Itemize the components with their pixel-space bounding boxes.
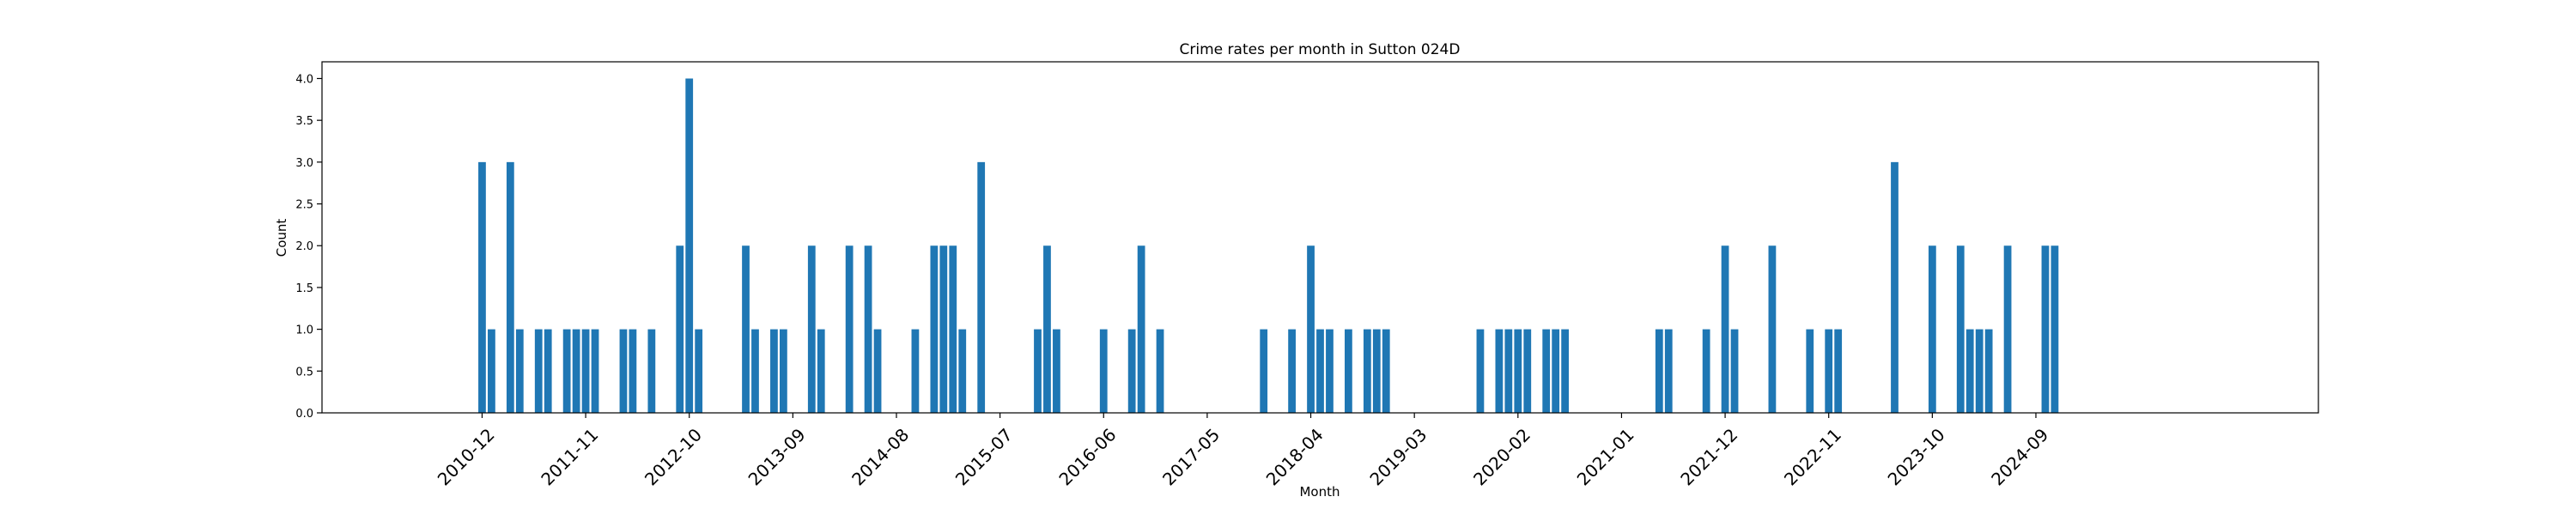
bar [742, 245, 750, 413]
bars-group [478, 78, 2059, 414]
bar [1956, 245, 1965, 413]
bar [572, 329, 580, 413]
y-axis-label: Count [274, 219, 289, 258]
bar [939, 245, 948, 413]
bar [591, 329, 599, 413]
bar [581, 329, 590, 413]
bar [1523, 329, 1532, 413]
bar [1891, 161, 1899, 414]
y-tick-label: 3.5 [295, 115, 313, 128]
bar [647, 329, 656, 413]
bar [770, 329, 778, 413]
bar [1542, 329, 1551, 413]
y-tick-label: 1.5 [295, 282, 313, 295]
bar [1514, 329, 1522, 413]
bar [977, 161, 986, 414]
bar [911, 329, 920, 413]
bar [1307, 245, 1315, 413]
bar [1834, 329, 1843, 413]
bar [1127, 329, 1136, 413]
bar [807, 245, 816, 413]
bar [534, 329, 543, 413]
bar [1702, 329, 1710, 413]
bar [1928, 245, 1936, 413]
bar [1372, 329, 1381, 413]
y-tick-label: 1.0 [295, 324, 313, 337]
bar [1099, 329, 1108, 413]
bar [864, 245, 872, 413]
bar [1806, 329, 1814, 413]
bar [1326, 329, 1334, 413]
bar [1655, 329, 1663, 413]
y-axis: 0.0 0.5 1.0 1.5 2.0 2.5 3.0 3.5 4.0 [295, 73, 322, 421]
bar [1664, 329, 1673, 413]
bar [685, 78, 694, 413]
bar [515, 329, 524, 413]
bar [544, 329, 552, 413]
bar [1825, 329, 1833, 413]
y-tick-label: 4.0 [295, 73, 313, 86]
bar [1975, 329, 1984, 413]
bar [619, 329, 628, 413]
y-tick-label: 3.0 [295, 157, 313, 170]
bar [1561, 329, 1570, 413]
bar [1768, 245, 1777, 413]
y-tick-label: 2.5 [295, 199, 313, 212]
plot-frame [321, 61, 2319, 414]
x-axis-label: Month [1299, 484, 1340, 500]
bar [506, 161, 514, 414]
bar [2003, 245, 2012, 413]
bar [1156, 329, 1164, 413]
bar [1288, 329, 1296, 413]
y-tick-label: 0.0 [295, 408, 313, 421]
bar [780, 329, 787, 413]
bar [873, 329, 882, 413]
bar [562, 329, 571, 413]
bar [930, 245, 939, 413]
bar [1382, 329, 1390, 413]
bar [1552, 329, 1560, 413]
bar [1965, 329, 1974, 413]
bar [1504, 329, 1513, 413]
bar [751, 329, 759, 413]
bar [676, 245, 684, 413]
y-tick-label: 0.5 [295, 366, 313, 379]
bar [1316, 329, 1324, 413]
bar [629, 329, 637, 413]
bar [695, 329, 703, 413]
bar [2050, 245, 2059, 413]
chart-title: Crime rates per month in Sutton 024D [1180, 41, 1461, 58]
bar [1137, 245, 1145, 413]
bar [845, 245, 854, 413]
bar [1260, 329, 1268, 413]
bar [1043, 245, 1051, 413]
bar [1495, 329, 1504, 413]
bar [1034, 329, 1042, 413]
bar [1053, 329, 1060, 413]
bar [1345, 329, 1352, 413]
bar [478, 161, 486, 414]
bar [949, 245, 957, 413]
bar [1730, 329, 1739, 413]
bar [1363, 329, 1371, 413]
bar [1984, 329, 1993, 413]
bar [958, 329, 967, 413]
bar [488, 329, 495, 413]
bar [2041, 245, 2050, 413]
bar [1476, 329, 1485, 413]
y-tick-label: 2.0 [295, 240, 313, 253]
bar [817, 329, 825, 413]
bar [1721, 245, 1729, 413]
